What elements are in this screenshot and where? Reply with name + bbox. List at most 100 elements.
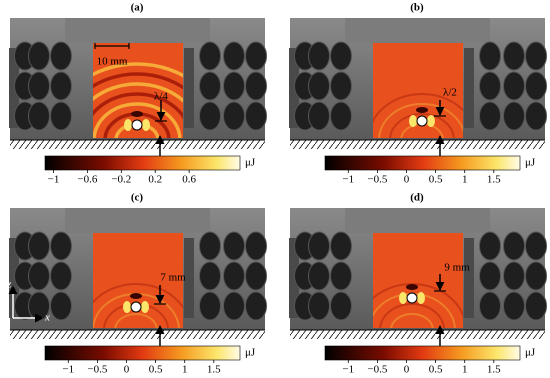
transducer bbox=[50, 231, 72, 261]
transducer bbox=[308, 71, 330, 101]
side-block bbox=[9, 48, 19, 128]
transducer bbox=[503, 291, 525, 321]
panel-label: (b) bbox=[410, 2, 424, 14]
colorbar-tick-label: 1 bbox=[182, 364, 188, 376]
transducer bbox=[330, 261, 352, 291]
top-housing bbox=[65, 18, 210, 43]
annotation: 7 mm bbox=[160, 272, 186, 284]
transducer bbox=[245, 71, 267, 101]
annotation: 10 mm bbox=[97, 56, 128, 68]
transducer bbox=[503, 261, 525, 291]
side-block bbox=[184, 238, 194, 318]
transducer bbox=[223, 291, 245, 321]
hot-spot bbox=[427, 115, 435, 127]
floor-hatch bbox=[10, 140, 265, 149]
colorbar-tick-label: −0.5 bbox=[367, 174, 387, 186]
colorbar-tick-label: −0.6 bbox=[77, 174, 97, 186]
transducer bbox=[308, 41, 330, 71]
wavefront bbox=[93, 62, 183, 78]
panel-label: (a) bbox=[131, 2, 144, 14]
transducer bbox=[28, 101, 50, 131]
transducer bbox=[223, 261, 245, 291]
colorbar bbox=[324, 155, 521, 171]
colorbar-tick-label: 0.5 bbox=[429, 364, 443, 376]
hot-spot bbox=[124, 119, 132, 131]
panel: (a) 10 mm λ/4 μJ −1 −0.6 −0.2 0.2 0.6 bbox=[9, 2, 267, 186]
transducer bbox=[525, 261, 547, 291]
cold-spot bbox=[130, 293, 142, 299]
top-housing bbox=[345, 18, 490, 43]
colorbar-tick-label: −0.5 bbox=[367, 364, 387, 376]
cold-spot bbox=[416, 107, 428, 113]
transducer bbox=[223, 41, 245, 71]
transducer bbox=[245, 261, 267, 291]
wavefront bbox=[93, 92, 183, 120]
axis-label: x bbox=[44, 312, 50, 324]
scale-bar bbox=[94, 43, 130, 49]
colorbar-tick-label: 1 bbox=[462, 174, 468, 186]
colorbar-tick-label: −1 bbox=[48, 174, 60, 186]
colorbar-unit: μJ bbox=[245, 347, 256, 359]
wavefront bbox=[93, 102, 182, 138]
transducer bbox=[199, 41, 221, 71]
transducer bbox=[479, 291, 501, 321]
transducer bbox=[503, 101, 525, 131]
field-map bbox=[373, 233, 463, 328]
transducer bbox=[308, 101, 330, 131]
colorbar-tick-label: −1 bbox=[342, 364, 354, 376]
annotation: 9 mm bbox=[444, 262, 470, 274]
side-block bbox=[289, 238, 299, 318]
transducer bbox=[50, 41, 72, 71]
transducer bbox=[479, 101, 501, 131]
top-housing bbox=[345, 208, 490, 233]
cold-spot bbox=[131, 111, 143, 117]
colorbar-tick-label: −1 bbox=[62, 364, 74, 376]
transducer bbox=[308, 231, 330, 261]
particle bbox=[416, 115, 428, 127]
transducer bbox=[308, 291, 330, 321]
particle bbox=[131, 119, 143, 131]
wavefront bbox=[379, 303, 445, 328]
wavefront bbox=[378, 103, 463, 138]
transducer bbox=[223, 101, 245, 131]
transducer bbox=[50, 261, 72, 291]
wavefront bbox=[389, 113, 455, 138]
colorbar-tick-label: 1.5 bbox=[487, 174, 501, 186]
side-block bbox=[289, 48, 299, 128]
wavefront bbox=[390, 313, 434, 328]
transducer bbox=[223, 231, 245, 261]
colorbar-tick-label: 1.5 bbox=[487, 364, 501, 376]
transducer bbox=[199, 231, 221, 261]
panel-label: (c) bbox=[131, 192, 144, 204]
hot-spot bbox=[142, 119, 150, 131]
transducer bbox=[199, 291, 221, 321]
colorbar-tick-label: −1 bbox=[342, 174, 354, 186]
axis-label: z bbox=[6, 279, 12, 291]
transducer bbox=[223, 71, 245, 101]
colorbar-tick-label: −0.2 bbox=[111, 174, 131, 186]
hot-spot bbox=[141, 301, 149, 313]
transducer bbox=[525, 231, 547, 261]
side-block bbox=[464, 238, 474, 318]
wavefront bbox=[93, 82, 183, 103]
colorbar-tick-label: 0 bbox=[404, 174, 410, 186]
colorbar bbox=[44, 345, 241, 361]
annotation: λ/2 bbox=[443, 87, 457, 99]
transducer bbox=[245, 41, 267, 71]
colorbar-unit: μJ bbox=[245, 157, 256, 169]
transducer bbox=[525, 41, 547, 71]
transducer bbox=[50, 71, 72, 101]
colorbar-unit: μJ bbox=[525, 347, 536, 359]
cold-spot bbox=[406, 284, 418, 290]
colorbar bbox=[44, 155, 241, 171]
transducer bbox=[503, 231, 525, 261]
colorbar-tick-label: 0.5 bbox=[149, 364, 163, 376]
transducer bbox=[330, 291, 352, 321]
transducer bbox=[479, 231, 501, 261]
transducer bbox=[28, 231, 50, 261]
transducer bbox=[330, 71, 352, 101]
transducer bbox=[245, 101, 267, 131]
colorbar-tick-label: 0.2 bbox=[148, 174, 162, 186]
particle bbox=[130, 301, 142, 313]
